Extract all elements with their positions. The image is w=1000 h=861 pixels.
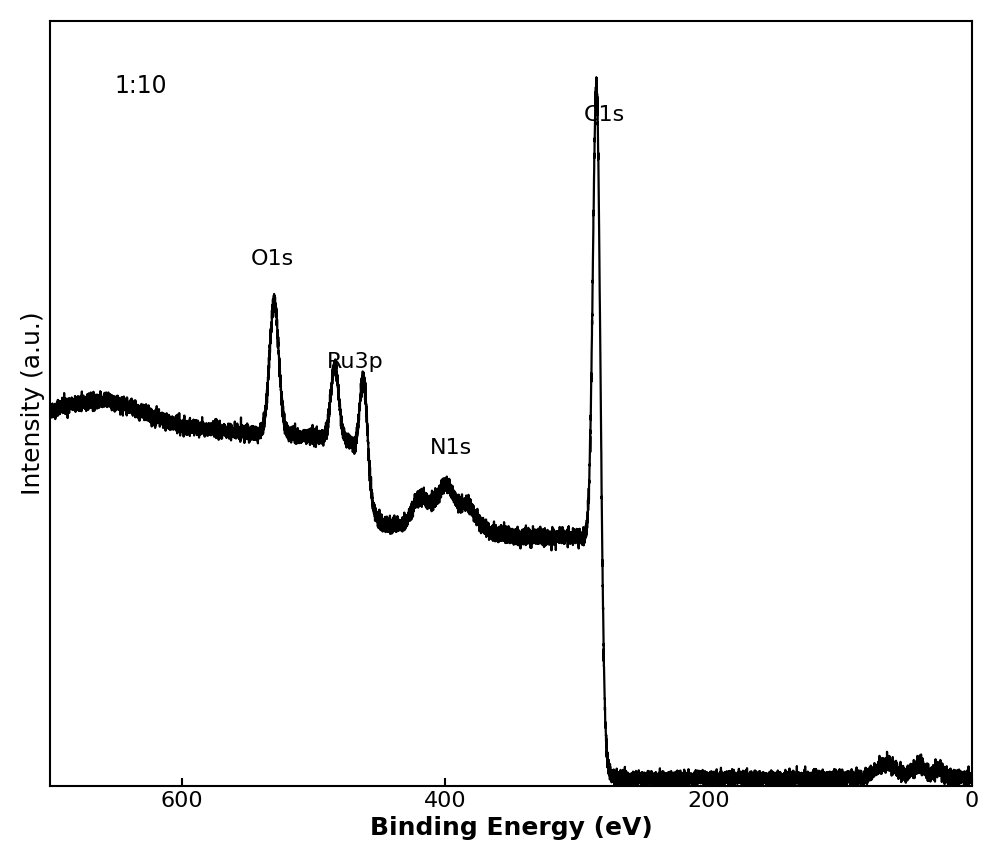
Text: 1:10: 1:10 <box>115 74 168 98</box>
Y-axis label: Intensity (a.u.): Intensity (a.u.) <box>21 312 45 495</box>
Text: N1s: N1s <box>430 437 472 458</box>
Text: O1s: O1s <box>251 249 294 269</box>
Text: Ru3p: Ru3p <box>327 352 384 372</box>
Text: C1s: C1s <box>584 105 625 125</box>
X-axis label: Binding Energy (eV): Binding Energy (eV) <box>370 816 653 840</box>
